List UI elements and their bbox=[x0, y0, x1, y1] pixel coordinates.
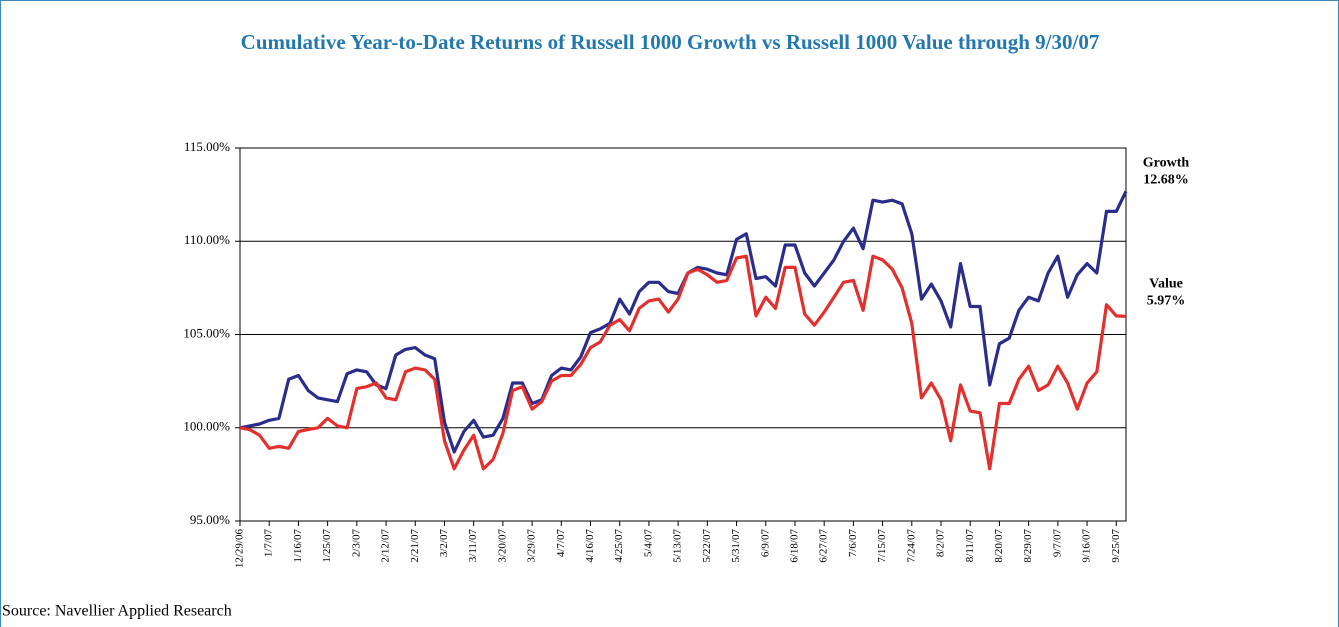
x-tick-label: 6/9/07 bbox=[759, 529, 771, 558]
series-line bbox=[239, 190, 1128, 454]
x-tick-label: 5/13/07 bbox=[672, 529, 684, 563]
y-tick-label: 100.00% bbox=[183, 419, 230, 434]
x-tick-label: 2/12/07 bbox=[380, 529, 392, 563]
chart-title: Cumulative Year-to-Date Returns of Russe… bbox=[241, 30, 1100, 54]
x-tick-label: 3/20/07 bbox=[496, 529, 508, 563]
x-tick-label: 9/7/07 bbox=[1051, 529, 1063, 558]
x-tick-label: 5/4/07 bbox=[642, 529, 654, 558]
x-tick-label: 9/25/07 bbox=[1110, 529, 1122, 563]
x-tick-label: 7/6/07 bbox=[847, 529, 859, 558]
x-tick-label: 4/7/07 bbox=[555, 529, 567, 558]
x-tick-label: 12/29/06 bbox=[234, 529, 246, 569]
x-tick-label: 8/11/07 bbox=[964, 529, 976, 563]
x-tick-label: 2/21/07 bbox=[409, 529, 421, 563]
x-tick-label: 2/3/07 bbox=[350, 529, 362, 558]
x-tick-label: 9/16/07 bbox=[1081, 529, 1093, 563]
x-tick-label: 5/22/07 bbox=[701, 529, 713, 563]
y-tick-label: 105.00% bbox=[183, 325, 230, 340]
end-value-label: 5.97% bbox=[1147, 294, 1186, 309]
y-tick-label: 95.00% bbox=[190, 512, 230, 527]
x-tick-label: 6/18/07 bbox=[788, 529, 800, 563]
x-tick-label: 1/25/07 bbox=[321, 529, 333, 563]
y-tick-label: 110.00% bbox=[184, 232, 230, 247]
legend-label: Value bbox=[1149, 277, 1183, 292]
x-tick-label: 7/15/07 bbox=[876, 529, 888, 563]
source-note: Source: Navellier Applied Research bbox=[2, 603, 232, 620]
x-tick-label: 1/7/07 bbox=[263, 529, 275, 558]
plot-area bbox=[239, 147, 1127, 522]
x-tick-label: 1/16/07 bbox=[292, 529, 304, 563]
x-tick-label: 6/27/07 bbox=[818, 529, 830, 563]
x-tick-label: 8/29/07 bbox=[1022, 529, 1034, 563]
x-tick-label: 3/2/07 bbox=[438, 529, 450, 558]
y-tick-label: 115.00% bbox=[184, 139, 230, 154]
x-tick-label: 4/25/07 bbox=[613, 529, 625, 563]
legend-label: Growth bbox=[1143, 155, 1190, 170]
series-line bbox=[239, 254, 1127, 471]
x-tick-label: 3/29/07 bbox=[526, 529, 538, 563]
x-tick-label: 4/16/07 bbox=[584, 529, 596, 563]
x-tick-label: 8/2/07 bbox=[935, 529, 947, 558]
x-tick-label: 5/31/07 bbox=[730, 529, 742, 563]
end-value-label: 12.68% bbox=[1143, 172, 1189, 187]
x-tick-label: 7/24/07 bbox=[905, 529, 917, 563]
x-tick-label: 3/11/07 bbox=[467, 529, 479, 563]
x-tick-label: 8/20/07 bbox=[993, 529, 1005, 563]
